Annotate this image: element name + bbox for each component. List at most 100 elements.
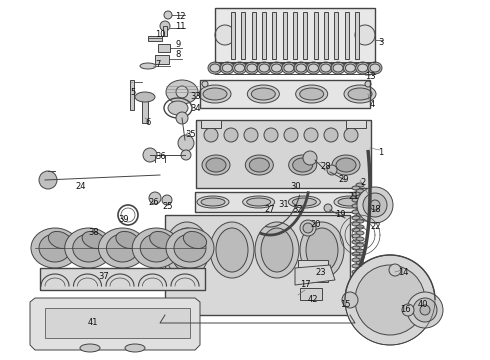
Ellipse shape <box>233 62 246 74</box>
Ellipse shape <box>247 85 279 103</box>
Ellipse shape <box>300 88 324 100</box>
Bar <box>142 95 148 123</box>
Text: 5: 5 <box>130 88 135 97</box>
Polygon shape <box>30 298 200 350</box>
Ellipse shape <box>245 155 273 175</box>
Ellipse shape <box>135 92 155 102</box>
Bar <box>163 26 167 36</box>
Text: 9: 9 <box>175 40 180 49</box>
Bar <box>334 12 338 59</box>
Ellipse shape <box>356 303 364 307</box>
Ellipse shape <box>210 64 220 72</box>
Ellipse shape <box>352 186 360 190</box>
Text: 33: 33 <box>190 92 201 101</box>
Bar <box>130 80 134 110</box>
Ellipse shape <box>352 288 360 292</box>
Circle shape <box>244 128 258 142</box>
Ellipse shape <box>282 62 296 74</box>
Bar <box>201 120 221 128</box>
Ellipse shape <box>344 85 376 103</box>
Bar <box>158 44 170 52</box>
Text: 3: 3 <box>378 38 383 47</box>
Ellipse shape <box>352 240 360 244</box>
Ellipse shape <box>356 261 364 265</box>
Text: 2: 2 <box>360 178 365 187</box>
Ellipse shape <box>247 64 257 72</box>
Circle shape <box>344 128 358 142</box>
Circle shape <box>176 112 188 124</box>
Ellipse shape <box>39 234 71 262</box>
Circle shape <box>284 128 298 142</box>
Ellipse shape <box>345 64 355 72</box>
Text: 24: 24 <box>75 182 85 191</box>
Ellipse shape <box>73 234 105 262</box>
Bar <box>195 192 370 212</box>
Bar <box>195 192 370 212</box>
Polygon shape <box>295 265 335 285</box>
Ellipse shape <box>352 258 360 262</box>
Ellipse shape <box>358 64 368 72</box>
Text: 23: 23 <box>315 268 326 277</box>
Bar <box>148 36 162 41</box>
Text: 17: 17 <box>300 280 311 289</box>
Text: 21: 21 <box>348 192 359 201</box>
Ellipse shape <box>352 294 360 298</box>
Ellipse shape <box>356 219 364 223</box>
Ellipse shape <box>356 285 364 289</box>
Text: 32: 32 <box>292 205 303 214</box>
Text: 11: 11 <box>175 22 186 31</box>
Circle shape <box>345 255 435 345</box>
Ellipse shape <box>222 64 232 72</box>
Ellipse shape <box>309 64 318 72</box>
Text: 30: 30 <box>290 182 301 191</box>
Ellipse shape <box>352 210 360 214</box>
Ellipse shape <box>352 264 360 268</box>
Ellipse shape <box>352 300 360 304</box>
Circle shape <box>181 150 191 160</box>
Bar <box>40 268 205 290</box>
Circle shape <box>143 148 157 162</box>
Bar <box>45 308 190 338</box>
Ellipse shape <box>235 64 245 72</box>
Ellipse shape <box>338 198 362 206</box>
Ellipse shape <box>206 158 226 172</box>
Circle shape <box>402 304 414 316</box>
Ellipse shape <box>352 234 360 238</box>
Bar <box>324 12 328 59</box>
Ellipse shape <box>306 62 320 74</box>
Ellipse shape <box>270 62 284 74</box>
Circle shape <box>365 81 371 87</box>
Ellipse shape <box>319 62 333 74</box>
Ellipse shape <box>332 155 360 175</box>
Circle shape <box>389 264 401 276</box>
Bar <box>196 120 371 188</box>
Ellipse shape <box>368 62 382 74</box>
Ellipse shape <box>356 279 364 283</box>
Ellipse shape <box>246 198 270 206</box>
Bar <box>40 268 205 290</box>
Ellipse shape <box>183 231 207 248</box>
Bar <box>200 80 370 108</box>
Ellipse shape <box>288 196 320 208</box>
Ellipse shape <box>257 62 271 74</box>
Ellipse shape <box>356 273 364 277</box>
Bar <box>242 12 245 59</box>
Ellipse shape <box>352 216 360 220</box>
Ellipse shape <box>343 62 357 74</box>
Ellipse shape <box>116 231 139 248</box>
Ellipse shape <box>331 62 345 74</box>
Ellipse shape <box>80 344 100 352</box>
Circle shape <box>357 187 393 223</box>
Text: 7: 7 <box>155 60 160 69</box>
Circle shape <box>303 223 313 233</box>
Circle shape <box>224 128 238 142</box>
Circle shape <box>413 298 437 322</box>
Text: 16: 16 <box>400 305 411 314</box>
Ellipse shape <box>125 344 145 352</box>
Text: 28: 28 <box>320 162 331 171</box>
Ellipse shape <box>293 198 317 206</box>
Text: 40: 40 <box>418 300 428 309</box>
Ellipse shape <box>356 291 364 295</box>
Bar <box>215 8 375 63</box>
Ellipse shape <box>82 231 105 248</box>
